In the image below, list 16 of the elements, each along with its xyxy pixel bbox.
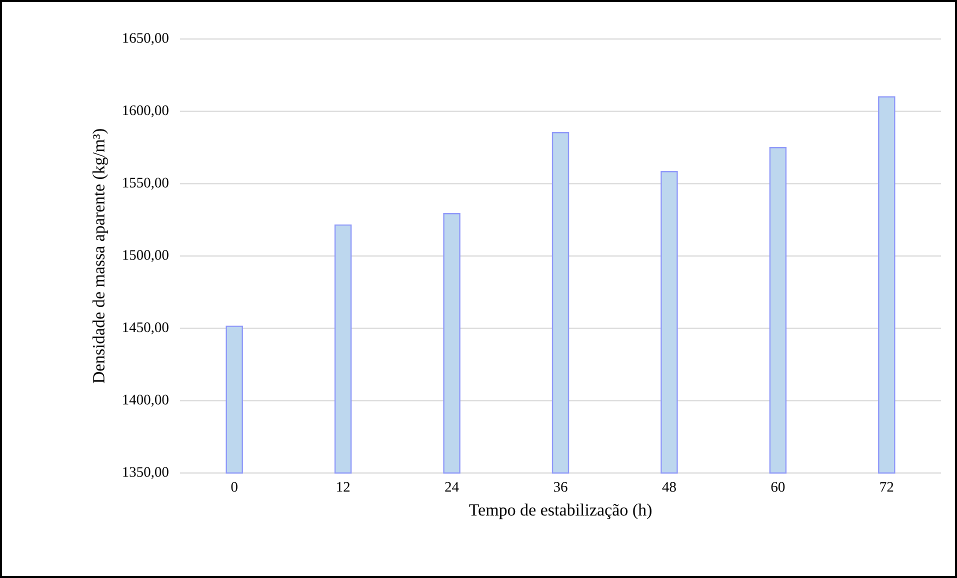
y-tick-label: 1650,00 (123, 33, 168, 45)
x-tick-label: 24 (445, 482, 459, 492)
x-tick-label: 36 (554, 482, 568, 492)
x-tick-label: 0 (231, 482, 238, 492)
y-tick-label: 1450,00 (123, 322, 168, 334)
y-tick-label: 1600,00 (123, 105, 168, 118)
x-axis-title: Tempo de estabilização (h) (469, 504, 652, 520)
y-axis-title: Densidade de massa aparente (kg/m³) (92, 129, 108, 384)
y-tick-label: 1400,00 (123, 394, 168, 407)
x-tick-label: 48 (662, 482, 676, 492)
x-tick-label: 60 (771, 482, 785, 492)
y-tick-label: 1350,00 (123, 467, 168, 479)
y-tick-label: 1500,00 (123, 250, 168, 262)
y-tick-label: 1550,00 (123, 178, 168, 190)
x-tick-label: 72 (880, 482, 894, 492)
x-tick-label: 12 (337, 482, 350, 492)
